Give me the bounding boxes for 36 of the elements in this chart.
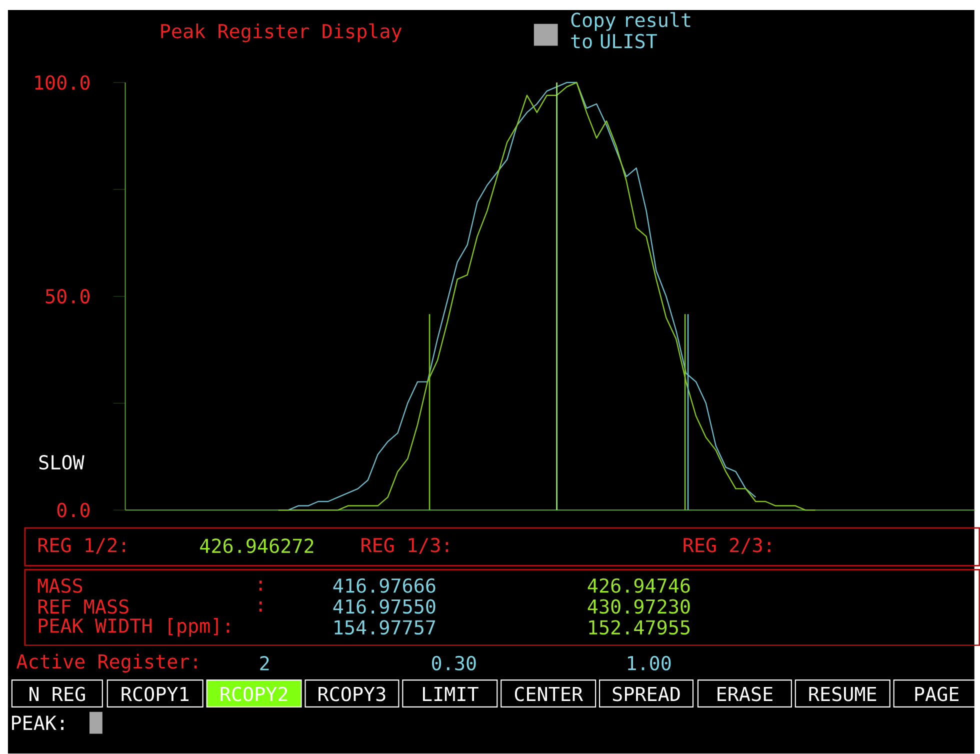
y-tick-label: 0.0 — [57, 502, 90, 518]
text: 426.946272 — [200, 538, 314, 554]
text: 2 — [260, 656, 269, 670]
text: N REG — [30, 686, 85, 702]
text: : — [259, 580, 262, 591]
text: PEAK: — [12, 716, 64, 730]
text: REF MASS — [38, 599, 128, 614]
text: LIMIT — [422, 687, 478, 702]
text: Active Register: — [16, 654, 197, 673]
y-tick-label: 50.0 — [46, 289, 90, 304]
text: MASS — [38, 578, 82, 594]
text: 416.97550 — [333, 599, 436, 614]
text: 154.97757 — [334, 620, 436, 635]
text: : — [259, 602, 262, 612]
text: ERASE — [718, 686, 772, 702]
text: 1.00 — [628, 656, 671, 671]
text: 426.94746 — [588, 578, 690, 594]
chart-title: Peak Register Display — [161, 24, 402, 42]
text: 416.97666 — [333, 578, 436, 594]
text: RCOPY2 — [220, 686, 288, 702]
text: Copy result to ULIST — [571, 12, 690, 49]
text: 0.30 — [432, 656, 476, 671]
text: RESUME — [809, 686, 876, 702]
text: RCOPY1 — [122, 686, 189, 702]
text: REG 1/2: — [38, 538, 126, 554]
text: SLOW — [39, 455, 84, 470]
text: 152.47955 — [589, 620, 690, 635]
y-tick-label: 100.0 — [35, 75, 90, 90]
text: RCOPY3 — [318, 686, 386, 702]
text: PAGE — [915, 686, 959, 702]
text: CENTER — [514, 686, 584, 702]
text: SPREAD — [612, 686, 680, 702]
text: PEAK WIDTH [ppm]: — [38, 618, 230, 637]
text: REG 2/3: — [684, 538, 770, 554]
text: REG 1/3: — [362, 538, 448, 554]
text: 430.97230 — [588, 599, 690, 614]
